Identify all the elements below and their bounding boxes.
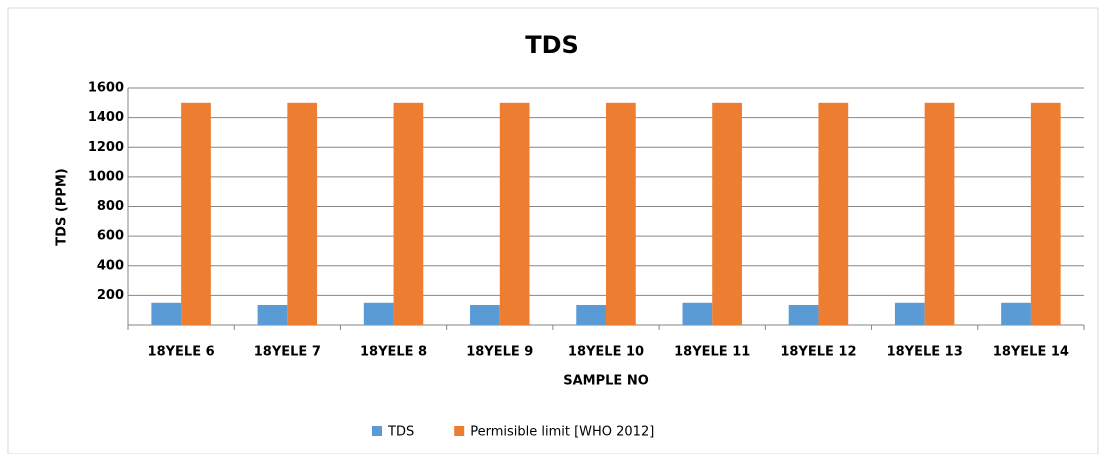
y-tick-label: 1400	[88, 110, 124, 125]
bar	[788, 305, 819, 325]
bar	[712, 102, 742, 325]
bar	[470, 305, 500, 325]
bar	[499, 102, 530, 325]
legend-label: Permisible limit [WHO 2012]	[470, 425, 654, 440]
x-tick-label: 18YELE 6	[148, 345, 215, 360]
chart-title: TDS	[525, 31, 579, 59]
bar	[924, 102, 955, 325]
bar	[287, 102, 318, 325]
x-tick-label: 18YELE 8	[360, 345, 427, 360]
x-tick-label: 18YELE 7	[254, 345, 321, 360]
bar	[1001, 302, 1031, 325]
x-tick-label: 18YELE 11	[674, 345, 750, 360]
y-tick-label: 1200	[88, 140, 124, 155]
bar	[257, 305, 288, 325]
bar	[894, 302, 925, 325]
legend-swatch	[372, 426, 382, 436]
bar	[576, 305, 606, 325]
y-tick-label: 400	[97, 258, 124, 273]
y-tick-label: 1600	[88, 81, 124, 96]
x-tick-label: 18YELE 14	[993, 345, 1069, 360]
bar	[393, 102, 424, 325]
legend-label: TDS	[387, 425, 414, 440]
y-axis-title: TDS (PPM)	[55, 168, 70, 245]
x-tick-label: 18YELE 9	[466, 345, 533, 360]
x-tick-label: 18YELE 13	[887, 345, 963, 360]
x-tick-label: 18YELE 10	[568, 345, 644, 360]
bar	[818, 102, 849, 325]
bar	[151, 302, 182, 325]
bar	[1030, 102, 1061, 325]
bar	[682, 302, 713, 325]
y-tick-label: 600	[97, 229, 124, 244]
bar	[181, 102, 211, 325]
y-tick-label: 800	[97, 199, 124, 214]
bar	[606, 102, 636, 325]
legend-swatch	[454, 426, 465, 436]
x-axis-title: SAMPLE NO	[563, 374, 649, 389]
bar	[363, 302, 394, 325]
y-tick-label: 200	[97, 288, 124, 303]
x-tick-label: 18YELE 12	[780, 345, 856, 360]
y-tick-label: 1000	[88, 169, 124, 184]
